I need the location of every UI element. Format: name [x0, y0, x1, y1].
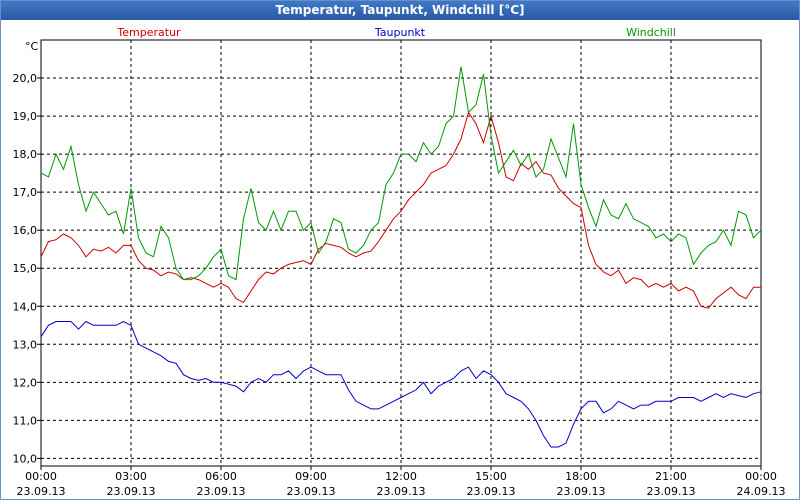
- x-tick-label-time: 00:00: [25, 470, 57, 483]
- legend-windchill: Windchill: [626, 26, 676, 39]
- x-tick-label-date: 23.09.13: [467, 485, 516, 498]
- y-tick-label: 10,0: [13, 452, 38, 465]
- x-tick-label-time: 15:00: [475, 470, 507, 483]
- y-tick-label: 16,0: [13, 224, 38, 237]
- y-tick-label: 12,0: [13, 376, 38, 389]
- x-tick-label-date: 23.09.13: [107, 485, 156, 498]
- y-tick-label: 11,0: [13, 414, 38, 427]
- y-tick-label: 17,0: [13, 186, 38, 199]
- x-tick-label-date: 23.09.13: [197, 485, 246, 498]
- x-tick-label-time: 09:00: [295, 470, 327, 483]
- legend-taupunkt: Taupunkt: [374, 26, 426, 39]
- y-tick-label: 18,0: [13, 148, 38, 161]
- x-tick-label-time: 21:00: [655, 470, 687, 483]
- series-line-taupunkt: [40, 320, 762, 448]
- x-tick-label-date: 23.09.13: [557, 485, 606, 498]
- y-tick-label: 14,0: [13, 300, 38, 313]
- y-tick-label: 13,0: [13, 338, 38, 351]
- y-tick-label: 15,0: [13, 262, 38, 275]
- plot-area: [40, 39, 762, 467]
- x-tick-label-date: 23.09.13: [17, 485, 66, 498]
- x-tick-label-time: 06:00: [205, 470, 237, 483]
- x-tick-label-date: 23.09.13: [647, 485, 696, 498]
- y-axis-unit-label: °C: [25, 40, 39, 53]
- x-tick-label-time: 00:00: [745, 470, 777, 483]
- legend-temperatur: Temperatur: [116, 26, 181, 39]
- x-tick-label-date: 23.09.13: [287, 485, 336, 498]
- x-tick-label-time: 12:00: [385, 470, 417, 483]
- y-tick-label: 20,0: [13, 72, 38, 85]
- series-line-temperatur: [40, 111, 761, 309]
- x-tick-label-time: 03:00: [115, 470, 147, 483]
- x-tick-label-date: 23.09.13: [377, 485, 426, 498]
- chart-title: Temperatur, Taupunkt, Windchill [°C]: [1, 1, 799, 20]
- x-tick-label-date: 24.09.13: [737, 485, 786, 498]
- y-tick-label: 19,0: [13, 110, 38, 123]
- series-line-windchill: [40, 66, 762, 281]
- x-tick-label-time: 18:00: [565, 470, 597, 483]
